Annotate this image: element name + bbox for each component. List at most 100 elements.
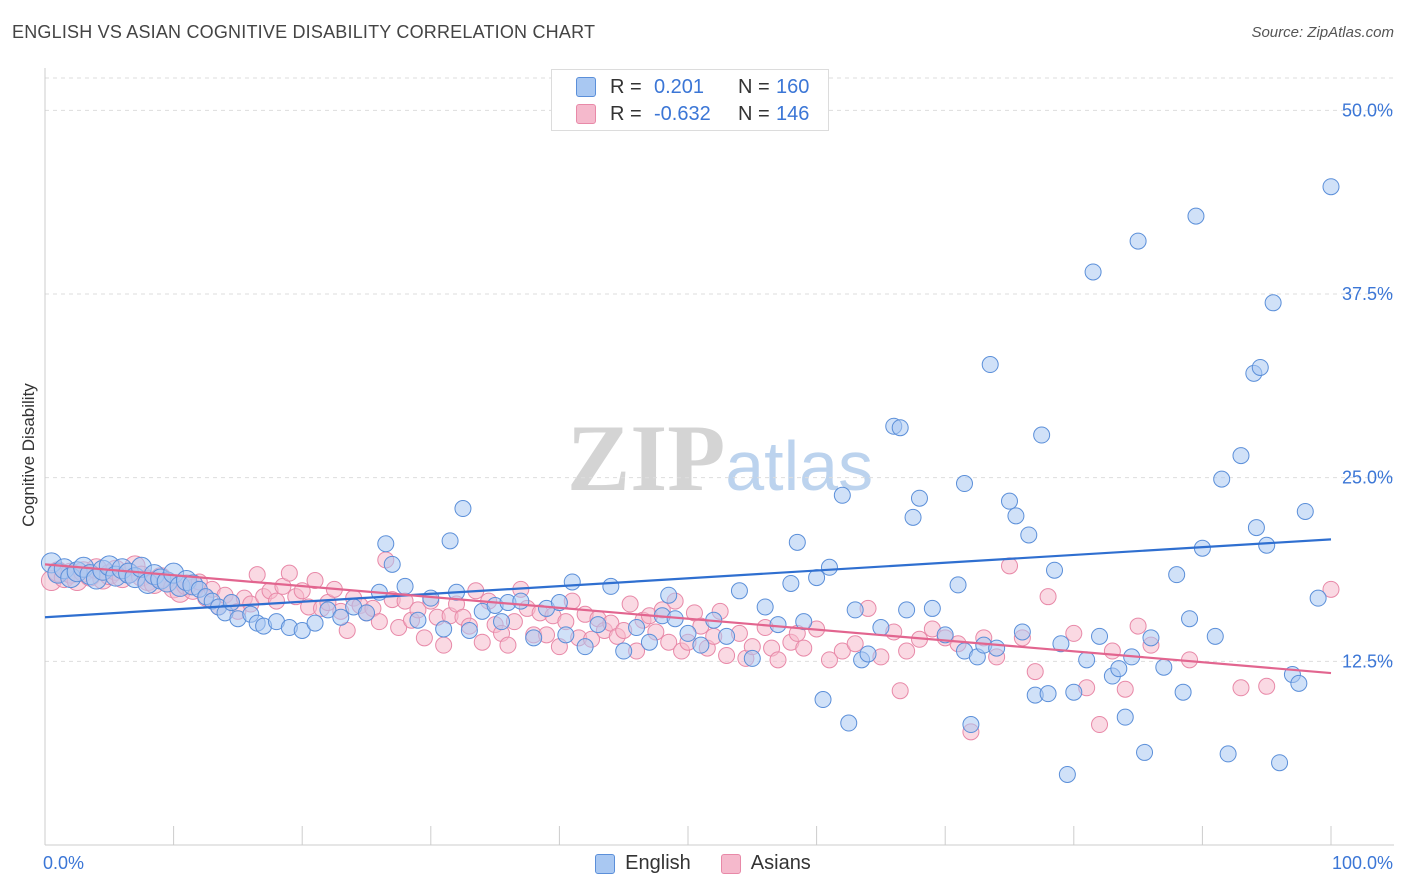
- legend-n-label: N =: [738, 75, 770, 98]
- english-point: [1078, 651, 1096, 669]
- english-point: [512, 592, 530, 610]
- asian-point: [267, 592, 285, 610]
- asian-point: [280, 564, 298, 582]
- english-point: [1058, 765, 1076, 783]
- english-point: [1142, 629, 1160, 647]
- english-point: [904, 508, 922, 526]
- english-point: [660, 586, 678, 604]
- asian-point: [621, 595, 639, 613]
- legend-r-value: -0.632: [654, 102, 711, 125]
- english-point: [955, 475, 973, 493]
- english-point: [1219, 745, 1237, 763]
- asian-point: [1026, 663, 1044, 681]
- english-point: [1013, 623, 1031, 641]
- english-point: [1322, 178, 1340, 196]
- english-point: [306, 614, 324, 632]
- english-trend-line: [44, 538, 1332, 619]
- english-point: [1187, 207, 1205, 225]
- legend-english-label: English: [625, 852, 691, 874]
- y-axis-label: Cognitive Disability: [19, 383, 38, 527]
- asian-point: [820, 651, 838, 669]
- source-label: Source: ZipAtlas.com: [1251, 24, 1394, 41]
- english-point: [557, 626, 575, 644]
- legend-item-english: English: [595, 852, 691, 875]
- english-point: [1155, 658, 1173, 676]
- english-point: [820, 558, 838, 576]
- english-point: [222, 594, 240, 612]
- y-tick-label: 37.5%: [1342, 284, 1393, 304]
- english-point: [1290, 674, 1308, 692]
- english-point: [383, 555, 401, 573]
- x-tick-label: 0.0%: [43, 853, 84, 873]
- asians-swatch: [576, 104, 596, 124]
- english-swatch: [576, 77, 596, 97]
- tick-labels: 12.5% 25.0% 37.5% 50.0% 0.0% 100.0%: [43, 100, 1393, 873]
- asian-point: [473, 633, 491, 651]
- english-point: [814, 691, 832, 709]
- english-point: [756, 598, 774, 616]
- english-point: [435, 620, 453, 638]
- english-point: [962, 716, 980, 734]
- english-point: [1247, 519, 1265, 537]
- asian-point: [795, 639, 813, 657]
- legend-n-label: N =: [738, 102, 770, 125]
- legend-r-label: R =: [610, 75, 642, 98]
- english-point: [1033, 426, 1051, 444]
- english-point: [615, 642, 633, 660]
- legend-r-label: R =: [610, 102, 642, 125]
- asian-point: [435, 636, 453, 654]
- english-point: [1264, 294, 1282, 312]
- asian-point: [846, 635, 864, 653]
- english-point: [589, 616, 607, 634]
- english-point: [808, 569, 826, 587]
- asian-point: [898, 642, 916, 660]
- english-point: [936, 626, 954, 644]
- english-point: [743, 649, 761, 667]
- x-tick-label: 100.0%: [1332, 853, 1393, 873]
- english-point: [1168, 566, 1186, 584]
- english-point: [788, 533, 806, 551]
- english-point: [769, 616, 787, 634]
- asian-point: [499, 636, 517, 654]
- axes: [44, 68, 1394, 846]
- asian-point: [1103, 642, 1121, 660]
- y-tick-label: 50.0%: [1342, 100, 1393, 120]
- asian-point: [1258, 677, 1276, 695]
- english-point: [782, 574, 800, 592]
- english-point: [1052, 635, 1070, 653]
- asian-point: [1065, 624, 1083, 642]
- asian-point: [660, 633, 678, 651]
- english-point: [1110, 660, 1128, 678]
- grid-lines: [45, 77, 1394, 662]
- english-point: [332, 608, 350, 626]
- legend-n-value: 146: [776, 102, 810, 125]
- english-point: [898, 601, 916, 619]
- english-point: [358, 604, 375, 622]
- english-point: [981, 356, 999, 374]
- y-tick-label: 25.0%: [1342, 468, 1393, 488]
- english-point: [949, 576, 967, 594]
- english-point: [377, 535, 395, 553]
- english-point: [293, 621, 311, 639]
- english-point: [628, 619, 646, 637]
- english-point: [319, 601, 337, 619]
- english-point: [1213, 470, 1231, 488]
- english-point: [679, 624, 697, 642]
- y-tick-label: 12.5%: [1342, 651, 1393, 671]
- english-point: [846, 601, 864, 619]
- asians-swatch: [720, 853, 741, 874]
- series-legend: English Asians: [0, 852, 1406, 875]
- asian-point: [370, 613, 388, 631]
- english-point: [1129, 232, 1147, 250]
- watermark: ZIPatlas: [567, 405, 873, 511]
- english-point: [891, 419, 909, 437]
- english-point: [718, 627, 736, 645]
- asian-point: [248, 566, 266, 584]
- english-point: [493, 613, 511, 631]
- legend-asians-label: Asians: [750, 852, 811, 874]
- asian-point: [1322, 580, 1340, 598]
- asian-point: [833, 642, 851, 660]
- asian-point: [390, 619, 408, 637]
- asian-point: [891, 682, 909, 700]
- english-point: [1007, 507, 1025, 525]
